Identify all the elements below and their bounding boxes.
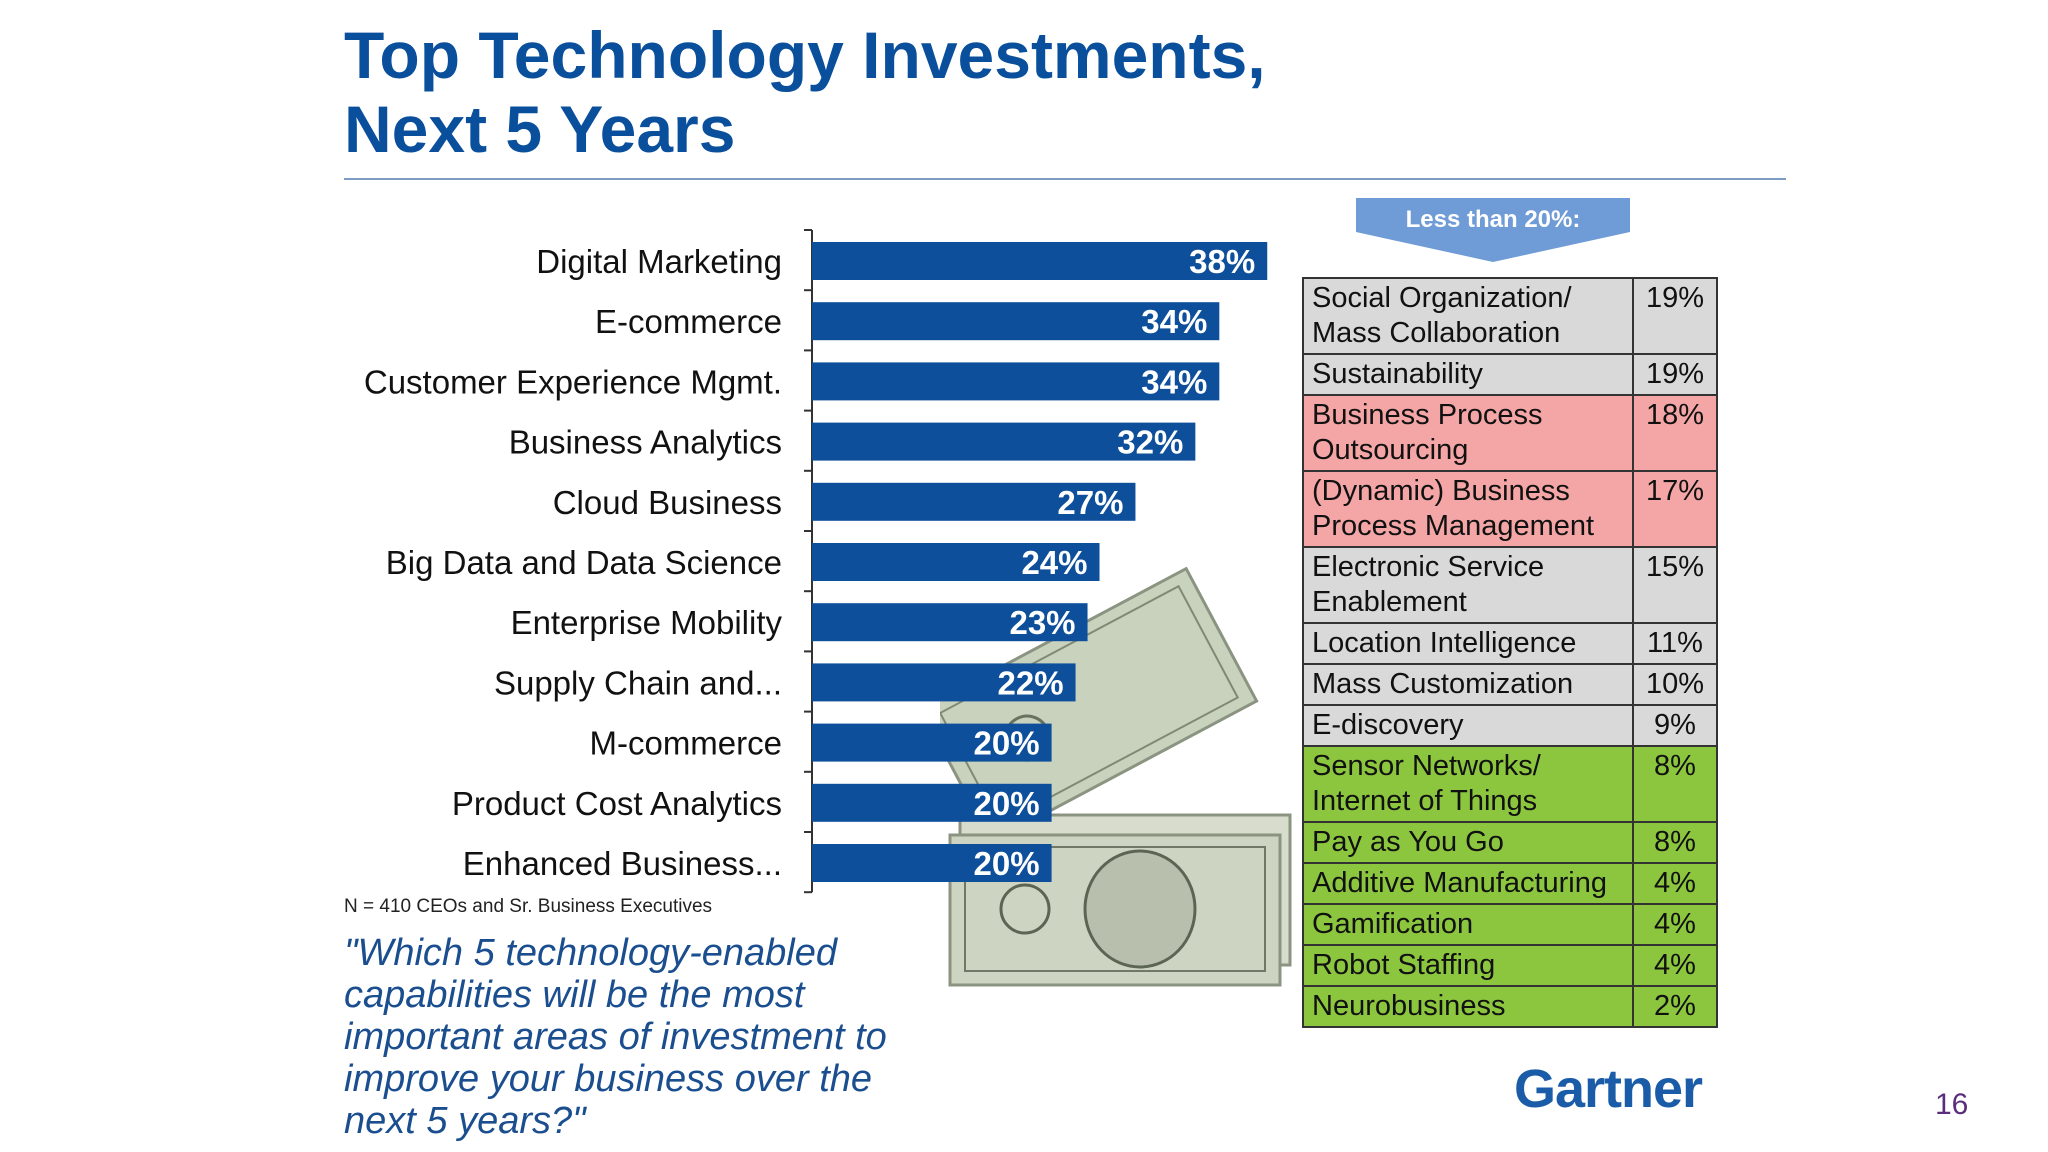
title-divider — [344, 178, 1786, 180]
data-label: 22% — [997, 664, 1063, 701]
table-row: Sustainability 19% — [1302, 353, 1718, 396]
category-label: Enhanced Business... — [463, 845, 782, 882]
capability-name: Gamification — [1302, 903, 1634, 946]
capability-percent: 11% — [1632, 622, 1718, 665]
bar — [812, 603, 1088, 642]
capability-percent: 17% — [1632, 470, 1718, 548]
survey-question: "Which 5 technology-enabled capabilities… — [344, 932, 887, 1142]
data-label: 34% — [1141, 363, 1207, 400]
title-line-2: Next 5 Years — [344, 92, 736, 166]
capability-percent: 8% — [1632, 821, 1718, 864]
capability-name: Location Intelligence — [1302, 622, 1634, 665]
data-label: 34% — [1141, 303, 1207, 340]
money-stack-illustration — [940, 566, 1292, 987]
bar — [812, 482, 1136, 521]
capability-percent: 10% — [1632, 663, 1718, 706]
data-label: 38% — [1189, 243, 1255, 280]
capability-name: Business Process Outsourcing — [1302, 394, 1634, 472]
bar — [812, 362, 1220, 401]
category-label: Digital Marketing — [536, 243, 782, 280]
capability-percent: 19% — [1632, 353, 1718, 396]
bar — [812, 844, 1052, 882]
capability-name: Robot Staffing — [1302, 944, 1634, 987]
category-label: Big Data and Data Science — [386, 544, 782, 581]
data-label: 27% — [1057, 484, 1123, 521]
bar — [812, 302, 1220, 341]
page-title: Top Technology Investments, Next 5 Years — [344, 18, 1266, 166]
bar — [812, 663, 1076, 702]
capability-percent: 4% — [1632, 903, 1718, 946]
less-than-label: Less than 20%: — [1405, 206, 1581, 233]
data-label: 20% — [974, 725, 1040, 762]
data-label: 24% — [1021, 544, 1087, 581]
capability-name: Sustainability — [1302, 353, 1634, 396]
capability-percent: 4% — [1632, 862, 1718, 905]
capability-name: Social Organization/ Mass Collaboration — [1302, 277, 1634, 355]
table-row: Sensor Networks/ Internet of Things 8% — [1302, 745, 1718, 823]
capability-name: Additive Manufacturing — [1302, 862, 1634, 905]
table-row: Electronic Service Enablement 15% — [1302, 546, 1718, 624]
less-than-table: Social Organization/ Mass Collaboration 1… — [1302, 277, 1718, 1028]
table-row: (Dynamic) Business Process Management 17% — [1302, 470, 1718, 548]
capability-percent: 4% — [1632, 944, 1718, 987]
bar — [812, 783, 1052, 822]
capability-name: Sensor Networks/ Internet of Things — [1302, 745, 1634, 823]
table-row: Robot Staffing 4% — [1302, 944, 1718, 987]
data-label: 20% — [974, 785, 1040, 822]
category-label: Cloud Business — [553, 484, 782, 521]
table-row: Business Process Outsourcing 18% — [1302, 394, 1718, 472]
less-than-banner — [1356, 198, 1630, 262]
table-row: Social Organization/ Mass Collaboration 1… — [1302, 277, 1718, 355]
capability-name: (Dynamic) Business Process Management — [1302, 470, 1634, 548]
bar — [812, 723, 1052, 762]
bar — [812, 422, 1196, 461]
category-label: Customer Experience Mgmt. — [364, 363, 782, 400]
capability-percent: 2% — [1632, 985, 1718, 1028]
category-label: E-commerce — [595, 303, 782, 340]
category-label: Enterprise Mobility — [511, 604, 783, 641]
table-row: Mass Customization 10% — [1302, 663, 1718, 706]
capability-name: Mass Customization — [1302, 663, 1634, 706]
capability-name: E-discovery — [1302, 704, 1634, 747]
capability-name: Electronic Service Enablement — [1302, 546, 1634, 624]
capability-name: Pay as You Go — [1302, 821, 1634, 864]
table-row: Neurobusiness 2% — [1302, 985, 1718, 1028]
table-row: Pay as You Go 8% — [1302, 821, 1718, 864]
table-row: E-discovery 9% — [1302, 704, 1718, 747]
capability-percent: 9% — [1632, 704, 1718, 747]
capability-percent: 19% — [1632, 277, 1718, 355]
table-row: Additive Manufacturing 4% — [1302, 862, 1718, 905]
sample-size-note: N = 410 CEOs and Sr. Business Executives — [344, 896, 713, 917]
gartner-logo: Gartner — [1514, 1059, 1703, 1119]
category-label: Business Analytics — [509, 424, 782, 461]
table-row: Gamification 4% — [1302, 903, 1718, 946]
data-label: 20% — [974, 845, 1040, 882]
data-label: 32% — [1117, 424, 1183, 461]
category-label: M-commerce — [589, 725, 782, 762]
bar — [812, 543, 1100, 581]
capability-percent: 8% — [1632, 745, 1718, 823]
capability-percent: 18% — [1632, 394, 1718, 472]
category-label: Supply Chain and... — [494, 664, 782, 701]
page-number: 16 — [1935, 1088, 1969, 1121]
title-line-1: Top Technology Investments, — [344, 18, 1266, 92]
category-label: Product Cost Analytics — [452, 785, 782, 822]
capability-name: Neurobusiness — [1302, 985, 1634, 1028]
capability-percent: 15% — [1632, 546, 1718, 624]
bar-chart: Digital Marketing 38% E-commerce 34% Custome… — [364, 229, 1268, 894]
data-label: 23% — [1009, 604, 1075, 641]
bar — [812, 242, 1268, 280]
table-row: Location Intelligence 11% — [1302, 622, 1718, 665]
